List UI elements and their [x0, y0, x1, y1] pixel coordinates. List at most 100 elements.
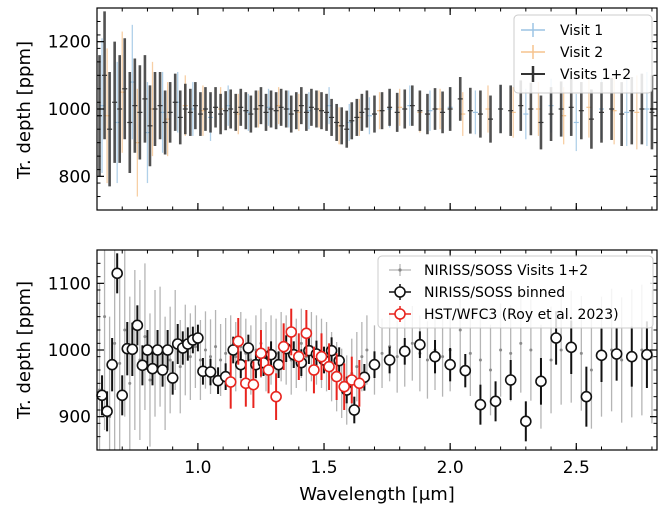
bottom-series-2-point: [308, 346, 320, 394]
bottom-series-0-point: [380, 318, 384, 388]
top-series-0-point: [472, 90, 478, 135]
top-series-2-point: [508, 85, 514, 136]
bottom-series-0-point: [168, 306, 172, 414]
top-series-2-point: [488, 95, 494, 143]
bottom-series-2-point: [262, 346, 275, 394]
bottom-series-1-point: [625, 326, 638, 387]
top-series-2-point: [248, 95, 254, 133]
bottom-series-0-point: [193, 305, 197, 388]
xtick-label: 1.5: [311, 458, 338, 478]
legend-marker-hst-wfc3: [389, 306, 411, 322]
top-x-ticks: [96, 8, 653, 210]
bottom-series-0-point: [143, 263, 147, 410]
bottom-series-2-point: [277, 323, 290, 370]
top-series-2-point: [588, 89, 594, 149]
bottom-series-2: [224, 308, 366, 420]
top-series-2-point: [319, 92, 325, 130]
top-series-2-point: [308, 88, 314, 126]
top-series-2-point: [538, 95, 544, 150]
top-series-2-point: [359, 93, 365, 131]
bottom-series-1-point: [595, 328, 608, 382]
bottom-series-2-point: [353, 360, 366, 407]
top-series-2-point: [182, 83, 188, 135]
top-series-2-point: [238, 88, 244, 126]
top-series-2-point: [548, 87, 554, 141]
top-series-2-point: [263, 93, 269, 131]
top-series-2-point: [457, 77, 463, 121]
bottom-series-2-point: [255, 330, 267, 377]
bottom-series-0-point: [118, 270, 122, 450]
bottom-series-1-point: [474, 384, 487, 425]
top-panel: 800 1000 1200 Tr. depth [ppm] Visit 1 Visi…: [14, 7, 658, 211]
top-series-2-point: [334, 103, 340, 141]
bottom-series-0-point: [441, 316, 445, 397]
bottom-y-ticks: 900 1000 1100: [48, 249, 657, 451]
legend-label-visit-1: Visit 1: [560, 23, 603, 39]
top-series-2-point: [162, 90, 168, 155]
bottom-series-0-point: [198, 320, 202, 400]
legend-label-visit-2: Visit 2: [560, 45, 603, 61]
legend-marker-niriss-binned: [389, 284, 411, 300]
bottom-series-0-point: [355, 332, 359, 402]
top-series-2-point: [477, 90, 483, 138]
legend-label-visits-1-2: Visits 1+2: [560, 67, 631, 83]
top-ytick-label: 1000: [48, 100, 91, 120]
bottom-series-1-point: [146, 352, 159, 386]
bottom-series-1-point: [459, 354, 472, 388]
bottom-series-1-point: [106, 338, 118, 392]
top-series-2-point: [329, 98, 335, 136]
bottom-series-2-point: [330, 353, 343, 400]
legend-label-hst-wfc3: HST/WFC3 (Roy et al. 2023): [424, 307, 619, 323]
legend-marker-visit-1: [521, 23, 545, 37]
bottom-series-2-point: [247, 361, 260, 408]
bottom-legend: NIRISS/SOSS Visits 1+2 NIRISS/SOSS binne…: [377, 255, 654, 329]
top-series-2-point: [288, 95, 294, 133]
top-series-2-point: [371, 95, 377, 133]
bottom-series-0-point: [108, 316, 112, 450]
top-series-2-point: [339, 107, 345, 145]
bottom-series-2-point: [224, 355, 237, 409]
top-series-2-point: [157, 71, 163, 140]
top-series-2-point: [273, 92, 279, 130]
bottom-series-2-point: [338, 363, 351, 410]
legend-marker-visit-2: [521, 45, 545, 59]
bottom-series-0-point: [123, 250, 127, 417]
top-series-2-point: [424, 93, 430, 135]
bottom-series-0-point: [148, 313, 152, 447]
bottom-series-1-point: [272, 351, 285, 378]
bottom-series-1-point: [489, 381, 502, 422]
top-ytick-label: 800: [59, 167, 91, 187]
top-series-2-point: [152, 71, 158, 147]
bottom-y-axis-label: Tr. depth [ppm]: [14, 281, 35, 420]
bottom-series-1: [96, 253, 653, 442]
top-y-ticks: 800 1000 1200: [48, 7, 657, 211]
top-series-2-point: [137, 65, 143, 160]
bottom-series-0-point: [128, 296, 132, 450]
top-series-2-point: [218, 93, 224, 135]
bottom-series-1-point: [156, 353, 169, 387]
top-series-2-point: [313, 90, 319, 128]
bottom-series-1-point: [504, 360, 517, 400]
top-series-2-point: [122, 38, 128, 140]
legend-marker-niriss-visits: [389, 264, 411, 276]
top-series-2-point: [127, 71, 133, 173]
top-series-2-point: [202, 87, 208, 131]
top-series-2-point: [213, 87, 219, 128]
bottom-series-1-point: [641, 321, 653, 388]
top-series-2-point: [364, 90, 370, 128]
top-series-2-point: [142, 55, 148, 143]
bottom-series-1-point: [348, 396, 361, 424]
top-series-2-point: [409, 85, 415, 126]
top-series-2-point: [102, 11, 108, 140]
bottom-ytick-label: 1000: [48, 341, 91, 361]
top-legend: Visit 1 Visit 2 Visits 1+2: [513, 14, 653, 94]
bottom-series-1-point: [116, 375, 129, 416]
bottom-series-2-point: [293, 333, 305, 380]
bottom-series-1-point: [398, 338, 411, 365]
bottom-series-1-point: [429, 340, 441, 374]
top-series-2-point: [387, 88, 393, 126]
bottom-series-1-point: [414, 331, 426, 358]
top-y-axis-label: Tr. depth [ppm]: [14, 41, 35, 180]
top-series-2-point: [258, 87, 264, 125]
